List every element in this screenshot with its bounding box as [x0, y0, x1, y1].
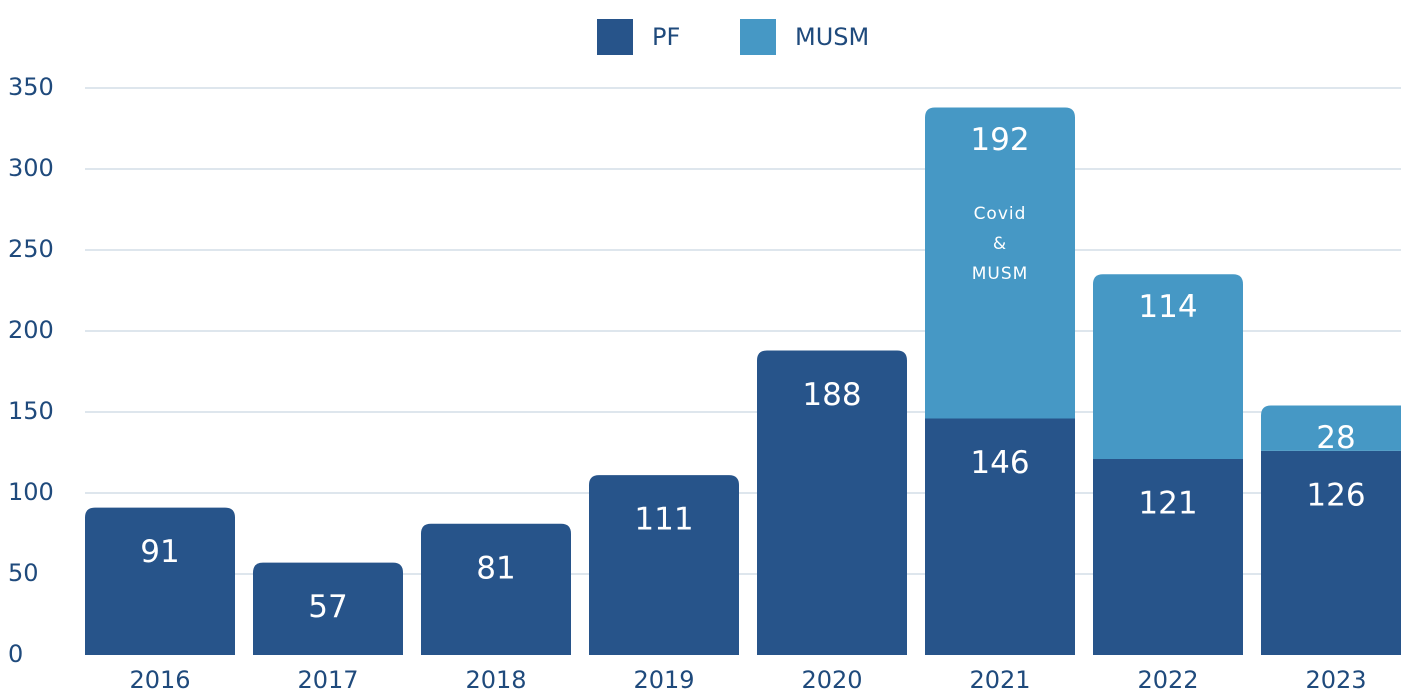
- bar-segment: [85, 507, 235, 655]
- x-tick-label: 2023: [1305, 666, 1366, 694]
- bar-segment: [925, 107, 1075, 419]
- bar-segment: [925, 418, 1075, 655]
- x-tick-label: 2020: [801, 666, 862, 694]
- y-tick-label: 0: [8, 640, 23, 668]
- bar-segment: [253, 562, 403, 655]
- data-label: 91: [140, 534, 179, 570]
- bar-segment: [589, 475, 739, 655]
- bar-segment: [757, 350, 907, 655]
- data-label: 188: [802, 377, 861, 413]
- annotation: Covid: [974, 204, 1027, 224]
- y-tick-label: 350: [8, 73, 54, 101]
- bar-segment: [1093, 274, 1243, 459]
- y-tick-label: 150: [8, 397, 54, 425]
- x-tick-label: 2021: [969, 666, 1030, 694]
- annotation: &: [993, 234, 1007, 254]
- x-tick-label: 2022: [1137, 666, 1198, 694]
- data-label: 146: [970, 445, 1029, 481]
- y-tick-label: 200: [8, 316, 54, 344]
- bar-segment: [1261, 450, 1401, 655]
- data-label: 192: [970, 122, 1029, 158]
- data-label: 126: [1306, 477, 1365, 513]
- legend-swatch: [740, 19, 776, 55]
- y-tick-label: 250: [8, 235, 54, 263]
- y-tick-label: 50: [8, 559, 39, 587]
- data-label: 114: [1138, 289, 1197, 325]
- annotation: MUSM: [972, 264, 1029, 284]
- x-tick-label: 2017: [297, 666, 358, 694]
- data-label: 111: [634, 502, 693, 538]
- y-tick-label: 100: [8, 478, 54, 506]
- legend-label: MUSM: [795, 23, 869, 51]
- data-label: 28: [1316, 420, 1355, 456]
- bar-segment: [1093, 458, 1243, 655]
- x-tick-label: 2019: [633, 666, 694, 694]
- x-tick-label: 2018: [465, 666, 526, 694]
- x-tick-label: 2016: [129, 666, 190, 694]
- bar-segment: [421, 523, 571, 655]
- y-tick-label: 300: [8, 154, 54, 182]
- legend-swatch: [597, 19, 633, 55]
- bar-segment: [1261, 405, 1401, 451]
- data-label: 81: [476, 550, 515, 586]
- data-label: 121: [1138, 485, 1197, 521]
- data-label: 57: [308, 589, 347, 625]
- legend-label: PF: [652, 23, 680, 51]
